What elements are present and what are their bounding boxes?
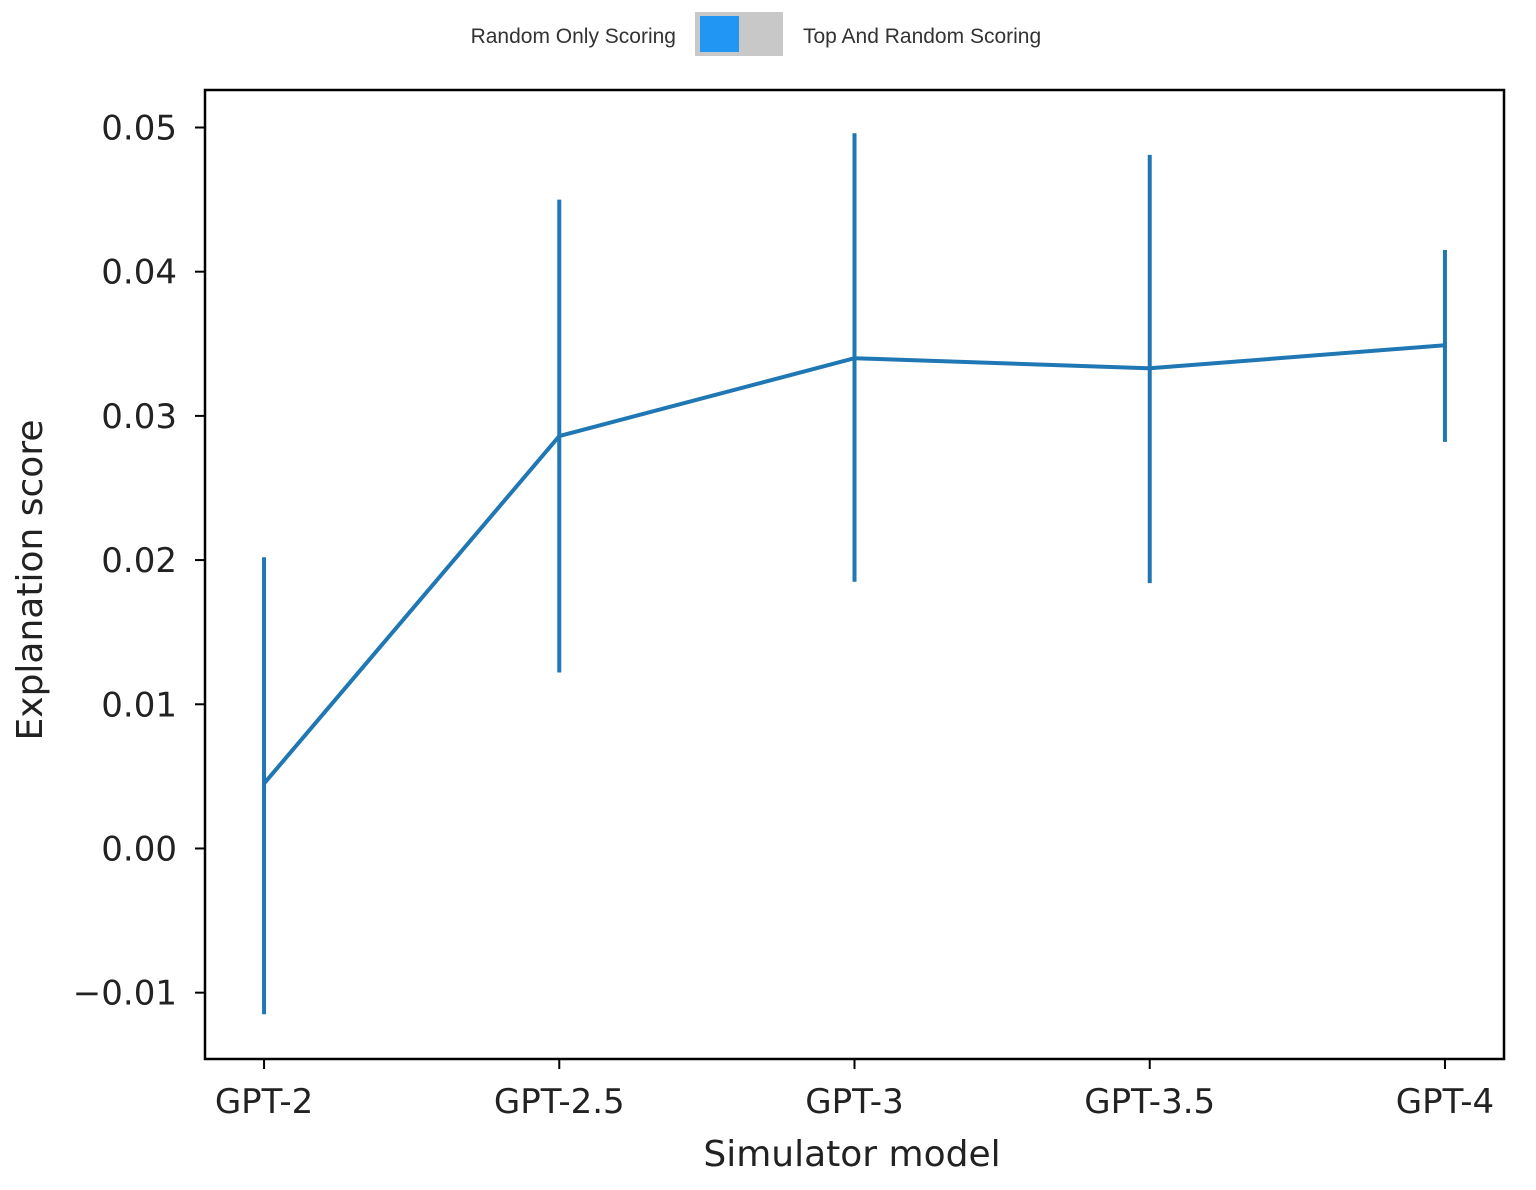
- y-tick-label: 0.01: [101, 685, 177, 725]
- x-tick-label: GPT-4: [1396, 1082, 1494, 1122]
- scoring-mode-toggle[interactable]: [695, 12, 783, 56]
- y-tick-label: 0.00: [101, 829, 177, 869]
- y-tick-label: 0.03: [101, 397, 177, 437]
- x-tick-label: GPT-3.5: [1084, 1082, 1215, 1122]
- x-tick-label: GPT-3: [805, 1082, 903, 1122]
- y-tick-label: 0.02: [101, 541, 177, 581]
- toggle-knob[interactable]: [700, 16, 739, 52]
- top-and-random-scoring-label[interactable]: Top And Random Scoring: [803, 25, 1042, 48]
- y-tick-label: 0.04: [101, 253, 177, 293]
- x-axis-label: Simulator model: [703, 1134, 1000, 1175]
- scoring-toggle-row: Random Only Scoring Top And Random Scori…: [0, 12, 1536, 56]
- x-tick-label: GPT-2: [215, 1082, 313, 1122]
- y-tick-label: 0.05: [101, 108, 177, 148]
- x-tick-label: GPT-2.5: [494, 1082, 625, 1122]
- random-only-scoring-label[interactable]: Random Only Scoring: [470, 25, 676, 48]
- y-tick-label: −0.01: [73, 974, 177, 1014]
- y-axis-label: Explanation score: [10, 420, 51, 741]
